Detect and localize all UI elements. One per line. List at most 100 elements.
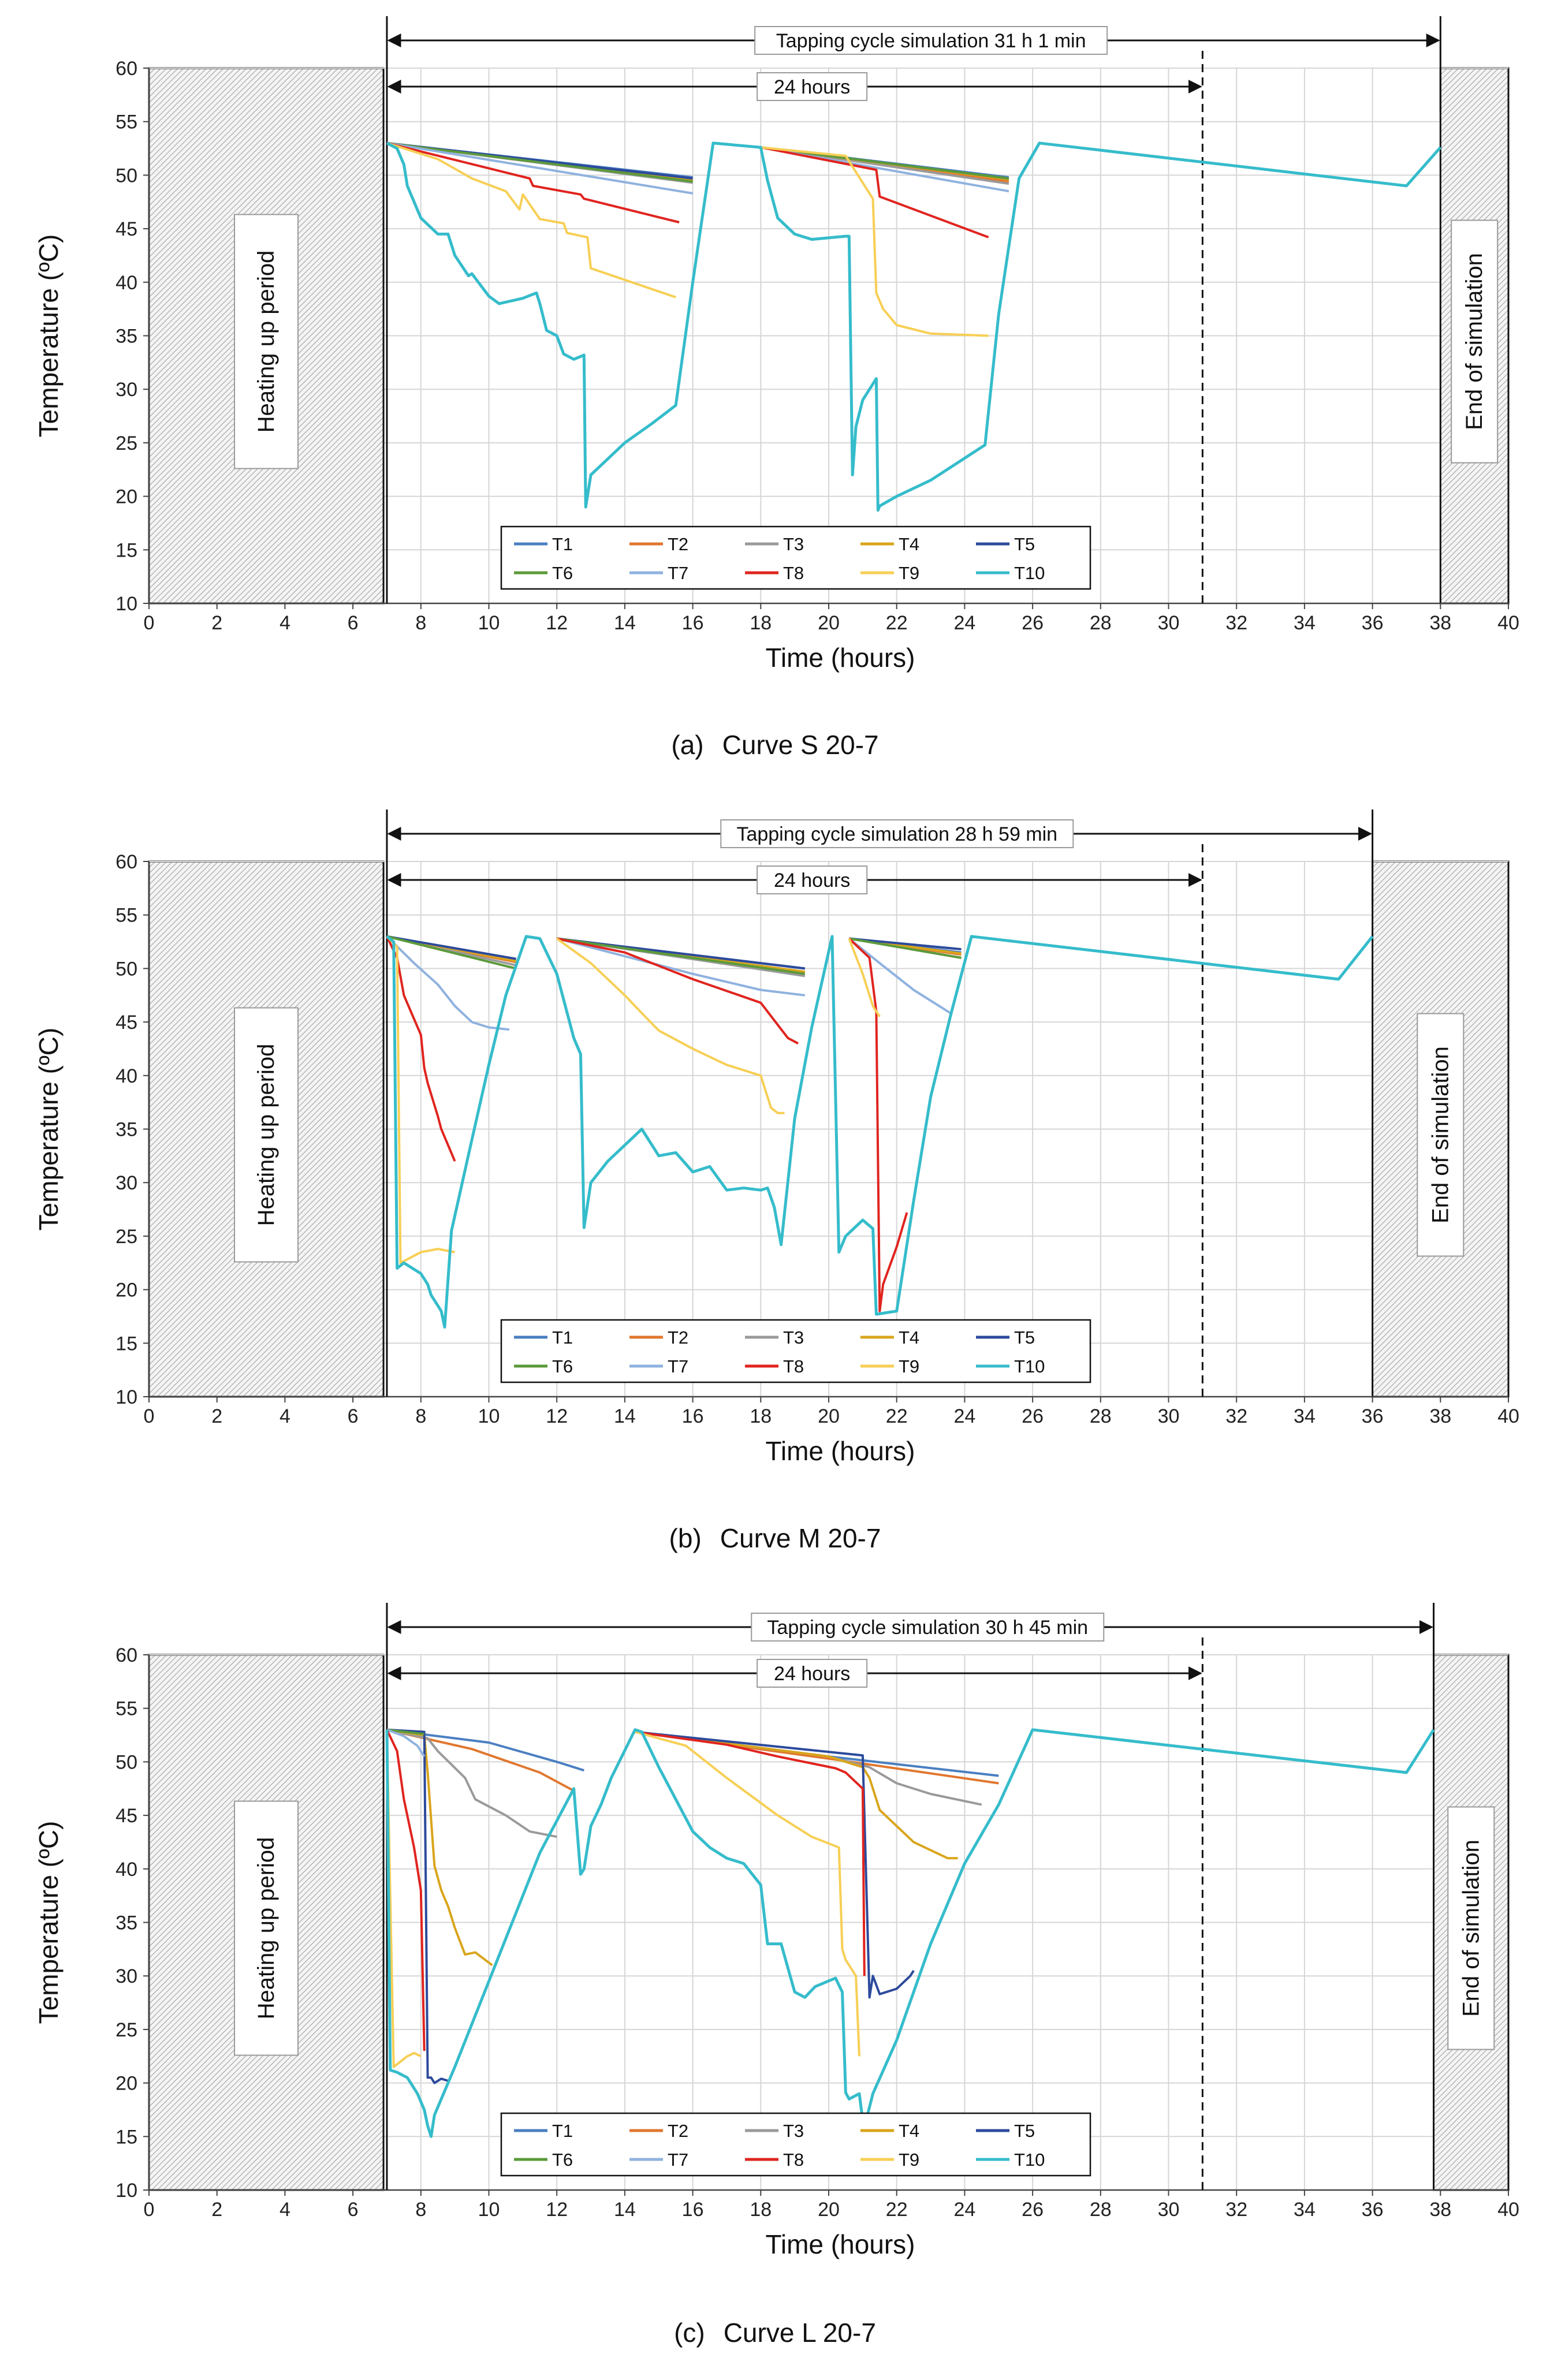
series-t8 (386, 141, 989, 238)
x-tick-label: 26 (1022, 2199, 1044, 2221)
caption-letter: (b) (669, 1523, 702, 1553)
x-tick-label: 22 (886, 2199, 908, 2221)
x-tick-label: 8 (415, 612, 426, 634)
series-t5b (635, 1730, 915, 1999)
series-lines (386, 935, 1374, 1329)
legend: T1 T2 T3 T4 T5 T6 T7 T8 T9 T10 (500, 2112, 1091, 2177)
y-tick-label: 35 (115, 1912, 137, 1934)
twenty-four-hours-span-text: 24 hours (774, 1663, 850, 1685)
caption-text: Curve M 20-7 (720, 1523, 881, 1553)
panel-a-curve-s: Heating up period End of simulation 0 2 4 6 8 1… (0, 0, 1550, 793)
legend-label-t2: T2 (668, 534, 688, 554)
series-t6 (386, 935, 962, 975)
legend-label-t5: T5 (1014, 1327, 1035, 1348)
x-tick-label: 6 (348, 1405, 359, 1427)
heating-up-label-text: Heating up period (254, 1837, 279, 2020)
legend-label-t2: T2 (668, 1327, 688, 1348)
legend-label-t5: T5 (1014, 534, 1035, 554)
legend-label-t10: T10 (1014, 563, 1045, 583)
x-axis-title: Time (hours) (766, 1436, 915, 1466)
series-t7 (386, 1728, 426, 1758)
legend-label-t6: T6 (552, 1356, 573, 1376)
tapping-cycle-span-box (720, 819, 1074, 848)
y-tick-label: 10 (115, 1386, 137, 1408)
x-tick-label: 32 (1225, 2199, 1247, 2221)
y-tick-label: 20 (115, 2073, 137, 2095)
x-tick-label: 40 (1497, 612, 1519, 634)
series-t5 (386, 935, 962, 970)
x-tick-label: 14 (614, 612, 636, 634)
x-tick-label: 34 (1294, 2199, 1316, 2221)
y-tick-label: 15 (115, 539, 137, 561)
x-tick-label: 38 (1429, 1405, 1451, 1427)
tapping-cycle-span-text: Tapping cycle simulation 31 h 1 min (776, 30, 1086, 52)
caption-text: Curve S 20-7 (722, 730, 879, 760)
y-tick-label: 60 (115, 851, 137, 873)
legend-label-t3: T3 (783, 1327, 804, 1348)
legend-label-t1: T1 (552, 1327, 573, 1348)
legend-box (500, 1319, 1091, 1383)
legend-box (500, 525, 1091, 590)
y-tick-label: 35 (115, 1119, 137, 1141)
series-t3 (386, 1728, 557, 1838)
x-tick-label: 28 (1090, 2199, 1112, 2221)
x-tick-label: 4 (280, 2199, 290, 2221)
twenty-four-hours-span-box (757, 866, 868, 894)
twenty-four-hours-span-box (757, 1659, 868, 1688)
x-tick-label: 32 (1225, 612, 1247, 634)
tapping-cycle-span: Tapping cycle simulation 28 h 59 min (387, 819, 1373, 848)
legend-label-t4: T4 (899, 1327, 919, 1348)
legend-label-t7: T7 (668, 2150, 688, 2170)
y-axis-title: Temperature (ºC) (33, 1028, 64, 1231)
y-tick-label: 40 (115, 1859, 137, 1881)
end-of-simulation-label-box (1447, 1806, 1495, 2050)
x-tick-label: 12 (546, 612, 568, 634)
series-t3 (386, 141, 1009, 185)
y-tick-label: 60 (115, 58, 137, 80)
series-lines (386, 141, 1442, 512)
y-tick-label: 45 (115, 218, 137, 240)
y-tick-label: 25 (115, 432, 137, 454)
tapping-cycle-span-text: Tapping cycle simulation 30 h 45 min (767, 1617, 1088, 1639)
legend-label-t7: T7 (668, 1356, 688, 1376)
x-tick-label: 36 (1362, 2199, 1384, 2221)
tapping-cycle-span-text: Tapping cycle simulation 28 h 59 min (736, 823, 1057, 845)
x-tick-label: 26 (1022, 1405, 1044, 1427)
x-tick-label: 12 (546, 1405, 568, 1427)
series-t10 (385, 1728, 1435, 2138)
x-axis-title: Time (hours) (766, 643, 915, 673)
x-tick-label: 22 (886, 1405, 908, 1427)
caption-text: Curve L 20-7 (723, 2318, 876, 2348)
heating-up-label-box (234, 1800, 299, 2056)
x-tick-label: 32 (1225, 1405, 1247, 1427)
legend-label-t1: T1 (552, 534, 573, 554)
legend-label-t10: T10 (1014, 2150, 1045, 2170)
x-tick-label: 28 (1090, 1405, 1112, 1427)
x-tick-label: 10 (478, 612, 500, 634)
heating-up-label: Heating up period (234, 1800, 299, 2056)
series-t9b (635, 1730, 860, 2057)
heating-up-label-text: Heating up period (254, 251, 279, 433)
x-tick-label: 14 (614, 1405, 636, 1427)
y-tick-label: 30 (115, 379, 137, 401)
x-tick-label: 24 (953, 612, 975, 634)
end-of-simulation-label: End of simulation (1451, 219, 1499, 464)
series-t5 (386, 141, 1009, 180)
caption-letter: (c) (674, 2318, 705, 2348)
legend-label-t6: T6 (552, 2150, 573, 2170)
x-tick-label: 28 (1090, 612, 1112, 634)
x-tick-label: 12 (546, 2199, 568, 2221)
heating-up-label: Heating up period (234, 1007, 299, 1263)
y-tick-label: 25 (115, 2019, 137, 2041)
x-tick-label: 40 (1497, 2199, 1519, 2221)
series-t5 (386, 1728, 449, 2084)
x-tick-label: 38 (1429, 2199, 1451, 2221)
y-tick-label: 20 (115, 486, 137, 508)
legend-label-t9: T9 (899, 1356, 919, 1376)
x-tick-label: 24 (953, 2199, 975, 2221)
y-tick-label: 60 (115, 1644, 137, 1666)
y-tick-label: 45 (115, 1012, 137, 1034)
